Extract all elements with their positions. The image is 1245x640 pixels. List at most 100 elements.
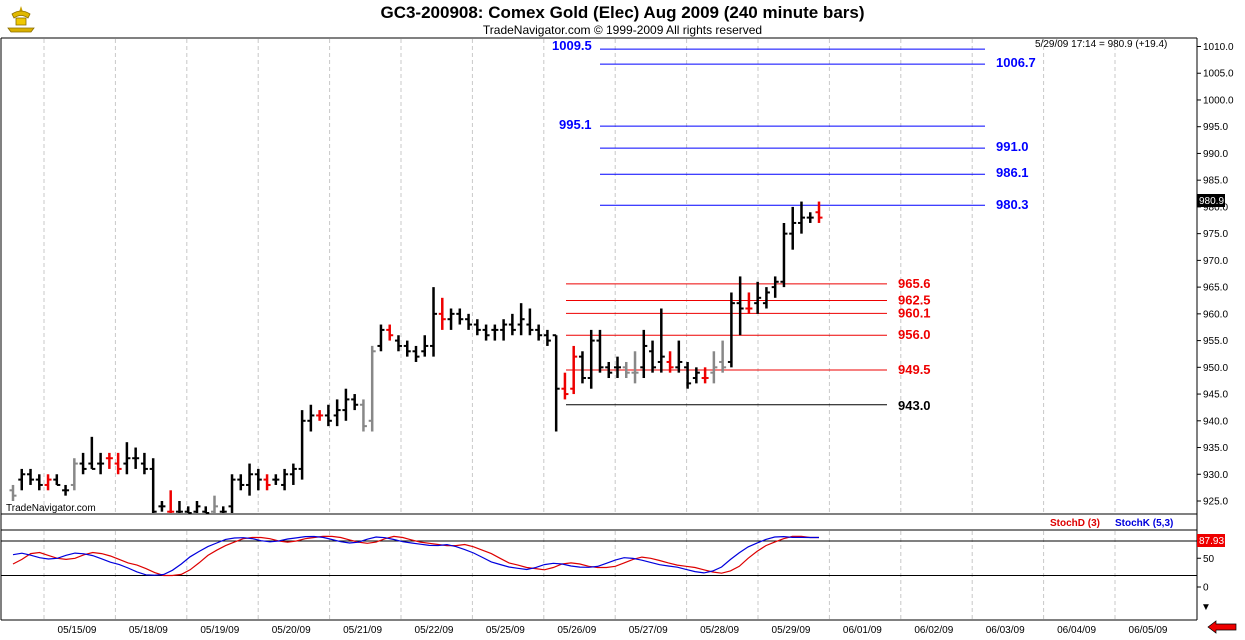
price-bar	[754, 281, 762, 314]
date-tick-label: 06/02/09	[914, 625, 953, 636]
price-bar	[35, 474, 43, 491]
fib-level-label: 1006.7	[996, 55, 1036, 70]
price-bar	[324, 404, 332, 427]
stoch-tag: 87.93	[1197, 534, 1225, 547]
fib-level-label: 949.5	[898, 362, 931, 377]
price-bar	[175, 501, 183, 513]
fib-level-label: 1009.5	[552, 38, 592, 53]
price-tick-label: 955.0	[1203, 336, 1228, 347]
price-bar	[53, 474, 61, 486]
price-bar	[771, 276, 779, 298]
date-tick-label: 05/25/09	[486, 625, 525, 636]
price-bar	[254, 468, 262, 491]
price-bar	[149, 458, 157, 513]
price-bar	[105, 452, 113, 469]
price-bar	[657, 308, 665, 373]
price-bar	[719, 340, 727, 373]
price-bar	[535, 324, 543, 341]
axis-layer: 05/15/09 05/18/09 05/19/09 05/20/09 05/21/09…	[0, 37, 1234, 636]
price-bar	[517, 303, 525, 336]
date-tick-label: 05/18/09	[129, 625, 168, 636]
price-bar	[272, 474, 280, 485]
price-bar	[614, 356, 621, 379]
fib-level-label: 943.0	[898, 398, 931, 413]
price-tick-label: 930.0	[1203, 470, 1228, 481]
chart-title: GC3-200908: Comex Gold (Elec) Aug 2009 (…	[380, 3, 865, 22]
fib-level-label: 991.0	[996, 139, 1029, 154]
stoch-k-line	[12, 535, 819, 576]
price-bar	[114, 452, 122, 475]
price-tick-label: 965.0	[1203, 283, 1228, 294]
price-tick-label: 960.0	[1203, 309, 1228, 320]
price-tick-label: 995.0	[1203, 122, 1228, 133]
date-tick-label: 05/22/09	[415, 625, 454, 636]
price-tick-label: 1010.0	[1203, 42, 1234, 53]
price-bar	[552, 334, 560, 432]
fib-level-label: 980.3	[996, 197, 1029, 212]
price-bar	[18, 468, 26, 491]
price-bar	[482, 324, 490, 341]
trade-navigator-logo-icon	[7, 6, 35, 33]
fib-level-label: 960.1	[898, 305, 931, 320]
price-bar	[9, 484, 17, 501]
price-bar	[377, 324, 385, 352]
price-bar	[684, 361, 692, 389]
price-bar	[675, 340, 683, 373]
price-tick-label: 990.0	[1203, 149, 1228, 160]
price-bar	[508, 313, 516, 336]
price-bar	[727, 292, 735, 368]
fib-level-label: 956.0	[898, 327, 931, 342]
fib-level-label: 962.5	[898, 292, 931, 307]
date-tick-label: 05/27/09	[629, 625, 668, 636]
scroll-left-arrow-icon[interactable]	[1207, 620, 1237, 634]
price-bar	[351, 394, 359, 411]
price-tick-label: 935.0	[1203, 443, 1228, 454]
date-tick-label: 05/19/09	[200, 625, 239, 636]
date-tick-label: 05/21/09	[343, 625, 382, 636]
price-tick-label: 1000.0	[1203, 95, 1234, 106]
price-bar	[246, 463, 254, 496]
date-tick-label: 06/01/09	[843, 625, 882, 636]
price-tick-label: 1005.0	[1203, 69, 1234, 80]
stoch-d-line	[12, 535, 819, 577]
price-bar	[62, 484, 70, 496]
price-bar	[815, 201, 823, 223]
price-tick-label: 945.0	[1203, 390, 1228, 401]
scroll-down-icon[interactable]: ▼	[1201, 602, 1211, 613]
price-bar	[789, 206, 797, 250]
price-bar	[666, 351, 674, 373]
date-tick-label: 06/05/09	[1129, 625, 1168, 636]
price-bar	[219, 506, 227, 513]
price-bar	[88, 436, 96, 470]
stochastic-panel: 50 0	[1, 535, 1215, 594]
last-bar-info: 5/29/09 17:14 = 980.9 (+19.4)	[1035, 39, 1167, 50]
price-bar	[692, 367, 700, 384]
date-tick-label: 05/28/09	[700, 625, 739, 636]
stoch-tag-label: 87.93	[1199, 536, 1224, 547]
fib-level-label: 995.1	[559, 117, 592, 132]
price-bar	[631, 351, 639, 384]
price-bar	[649, 340, 657, 373]
price-bar	[640, 329, 648, 379]
price-bar	[438, 297, 446, 330]
date-tick-label: 05/20/09	[272, 625, 311, 636]
date-tick-label: 06/03/09	[986, 625, 1025, 636]
price-bar	[526, 308, 534, 336]
price-bar	[44, 474, 52, 491]
price-bar	[780, 222, 788, 288]
stoch-tick-label: 0	[1203, 583, 1209, 594]
price-tick-label: 970.0	[1203, 256, 1228, 267]
price-tag-label: 980.9	[1199, 196, 1224, 207]
date-tick-label: 05/15/09	[58, 625, 97, 636]
price-bar	[342, 388, 350, 421]
price-bar	[368, 345, 376, 432]
stoch-tick-label: 50	[1203, 554, 1215, 565]
price-bar	[228, 474, 236, 513]
price-bar	[79, 452, 87, 475]
price-bar	[473, 319, 481, 336]
price-bar	[500, 319, 508, 341]
price-bar	[27, 468, 35, 485]
price-bar	[491, 324, 499, 341]
